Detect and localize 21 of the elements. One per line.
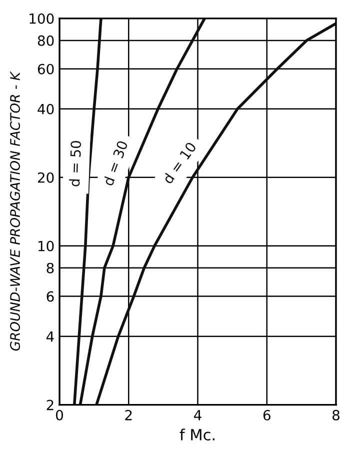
x-axis-title: f Mc.: [180, 428, 214, 440]
text: d = 50: [68, 140, 82, 186]
text: d = 30: [102, 140, 128, 186]
x-tick-label: 8: [332, 410, 340, 420]
y-tick-label: 100: [30, 13, 54, 24]
y-tick-label: 8: [46, 262, 54, 274]
x-tick-label: 6: [263, 410, 270, 420]
x-tick-label: 0: [56, 410, 63, 420]
x-tick-label: 2: [125, 410, 132, 420]
text: d = 10: [162, 141, 197, 184]
y-tick-label: 4: [46, 331, 54, 342]
x-tick-label: 4: [194, 410, 202, 420]
y-tick-label: 10: [38, 240, 54, 252]
y-tick-label: 40: [38, 104, 54, 114]
y-tick-label: 60: [38, 64, 54, 74]
line-series: [95, 22, 336, 405]
y-tick-label: 6: [46, 291, 54, 302]
y-axis-title: GROUND-WAVE PROPAGATION FACTOR - K: [10, 71, 20, 351]
y-tick-label: 80: [38, 35, 54, 46]
y-tick-label: 20: [38, 172, 54, 183]
y-tick-label: 2: [46, 400, 54, 410]
